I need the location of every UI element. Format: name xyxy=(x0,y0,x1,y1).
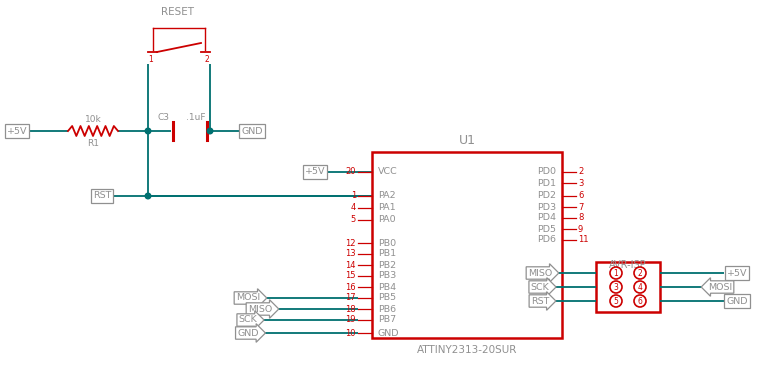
Text: PD2: PD2 xyxy=(537,191,556,201)
Circle shape xyxy=(610,295,622,307)
Text: MISO: MISO xyxy=(248,304,272,314)
Text: +5V: +5V xyxy=(305,167,325,177)
Text: 15: 15 xyxy=(346,272,356,280)
Text: 10: 10 xyxy=(346,329,356,337)
Text: MOSI: MOSI xyxy=(708,283,732,291)
Text: RESET: RESET xyxy=(161,7,195,17)
Text: RST: RST xyxy=(93,191,111,201)
Text: MOSI: MOSI xyxy=(236,294,260,302)
Circle shape xyxy=(634,281,646,293)
Text: 13: 13 xyxy=(346,250,356,258)
Text: PA0: PA0 xyxy=(378,216,395,224)
Text: 17: 17 xyxy=(346,294,356,302)
Text: GND: GND xyxy=(378,329,399,337)
Text: PD1: PD1 xyxy=(537,178,556,188)
Text: PB1: PB1 xyxy=(378,250,396,258)
Text: 5: 5 xyxy=(614,297,618,305)
Text: .1uF: .1uF xyxy=(186,113,205,121)
Text: PD5: PD5 xyxy=(537,224,556,234)
Text: PB0: PB0 xyxy=(378,238,396,248)
Text: 20: 20 xyxy=(346,167,356,177)
Text: 1: 1 xyxy=(351,191,356,201)
Text: SCK: SCK xyxy=(531,283,549,291)
Bar xyxy=(596,262,660,312)
Text: GND: GND xyxy=(726,297,748,305)
Text: 5: 5 xyxy=(351,216,356,224)
Text: 16: 16 xyxy=(346,283,356,291)
Text: 4: 4 xyxy=(351,204,356,212)
Text: 18: 18 xyxy=(346,304,356,314)
Text: 19: 19 xyxy=(346,315,356,325)
Text: PA2: PA2 xyxy=(378,191,395,201)
Text: AVR-ISP: AVR-ISP xyxy=(609,260,647,270)
Text: PD3: PD3 xyxy=(537,202,556,212)
Text: 2: 2 xyxy=(578,167,584,177)
Text: 1: 1 xyxy=(614,269,618,277)
Text: RST: RST xyxy=(531,297,549,305)
Text: +5V: +5V xyxy=(727,269,747,277)
Text: 6: 6 xyxy=(578,191,584,201)
Text: 3: 3 xyxy=(614,283,618,291)
Text: 14: 14 xyxy=(346,261,356,269)
Text: PB2: PB2 xyxy=(378,261,396,269)
Text: 6: 6 xyxy=(638,297,642,305)
Text: PD6: PD6 xyxy=(537,236,556,244)
Text: 3: 3 xyxy=(578,178,584,188)
Text: PB5: PB5 xyxy=(378,294,396,302)
Text: 7: 7 xyxy=(578,202,584,212)
Circle shape xyxy=(610,281,622,293)
Text: PB7: PB7 xyxy=(378,315,396,325)
Circle shape xyxy=(610,267,622,279)
Text: PD0: PD0 xyxy=(537,167,556,177)
Text: C3: C3 xyxy=(158,113,170,121)
Text: 9: 9 xyxy=(578,224,584,234)
Circle shape xyxy=(207,128,213,134)
Circle shape xyxy=(634,295,646,307)
Text: SCK: SCK xyxy=(239,315,257,325)
Text: GND: GND xyxy=(237,329,259,337)
Circle shape xyxy=(145,193,151,199)
Text: PB3: PB3 xyxy=(378,272,396,280)
Text: 4: 4 xyxy=(638,283,642,291)
Text: PD4: PD4 xyxy=(537,213,556,223)
Text: PA1: PA1 xyxy=(378,204,395,212)
Text: VCC: VCC xyxy=(378,167,398,177)
Text: +5V: +5V xyxy=(7,127,27,135)
Text: U1: U1 xyxy=(459,134,476,146)
Text: 10k: 10k xyxy=(84,114,102,124)
Text: 2: 2 xyxy=(205,56,209,64)
Text: MISO: MISO xyxy=(528,269,552,277)
Circle shape xyxy=(145,128,151,134)
Text: 11: 11 xyxy=(578,236,588,244)
Text: 12: 12 xyxy=(346,238,356,248)
Text: R1: R1 xyxy=(87,138,99,148)
Text: 8: 8 xyxy=(578,213,584,223)
Text: GND: GND xyxy=(241,127,263,135)
Text: ATTINY2313-20SUR: ATTINY2313-20SUR xyxy=(417,345,517,355)
Text: PB4: PB4 xyxy=(378,283,396,291)
Text: PB6: PB6 xyxy=(378,304,396,314)
Text: 2: 2 xyxy=(638,269,642,277)
Bar xyxy=(372,152,562,338)
Circle shape xyxy=(634,267,646,279)
Text: 1: 1 xyxy=(149,56,153,64)
